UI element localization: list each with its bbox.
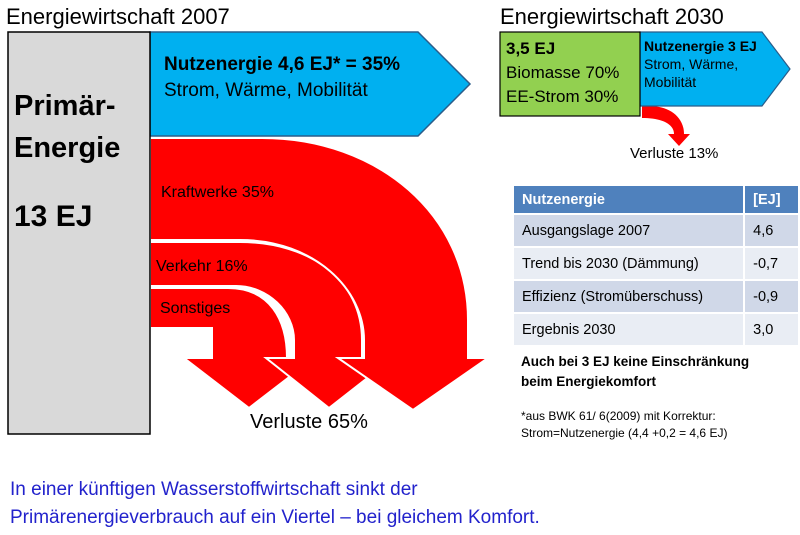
table-cell: Effizienz (Stromüberschuss) [514, 279, 746, 313]
useful-energy-2007-uses: Strom, Wärme, Mobilität [164, 80, 368, 101]
conclusion-line2: Primärenergieverbrauch auf ein Viertel –… [10, 507, 540, 528]
loss-flow-power-plants [149, 137, 492, 412]
table-cell: 4,6 [744, 213, 800, 247]
primary-2030-ee-power: EE-Strom 30% [506, 87, 619, 106]
useful-energy-table: Nutzenergie [EJ] Ausgangslage 2007 4,6 T… [514, 186, 800, 345]
useful-energy-2030-uses-2: Mobilität [644, 74, 697, 90]
primary-2030-amount: 3,5 EJ [506, 39, 556, 58]
flow-label-other: Sonstiges [160, 300, 231, 317]
footnote-line1: *aus BWK 61/ 6(2009) mit Korrektur: [521, 409, 716, 423]
table-row: Effizienz (Stromüberschuss) -0,9 [514, 279, 800, 313]
loss-flow-other [149, 287, 317, 410]
flow-label-power-plants: Kraftwerke 35% [161, 184, 274, 201]
primary-energy-box [7, 31, 151, 435]
table-row: Ergebnis 2030 3,0 [514, 312, 800, 345]
conclusion-line1: In einer künftigen Wasserstoffwirtschaft… [10, 479, 418, 500]
primary-label-line2: Energie [14, 132, 121, 164]
comfort-note-line1: Auch bei 3 EJ keine Einschränkung [521, 354, 750, 369]
losses-2030-label: Verluste 13% [630, 145, 719, 162]
table-row: Ausgangslage 2007 4,6 [514, 213, 800, 247]
footnote-line2: Strom=Nutzenergie (4,4 +0,2 = 4,6 EJ) [521, 426, 728, 440]
table-cell: Trend bis 2030 (Dämmung) [514, 246, 746, 280]
table-cell: Ausgangslage 2007 [514, 213, 746, 247]
table-cell: -0,7 [744, 246, 800, 280]
primary-amount: 13 EJ [14, 200, 93, 233]
title-2030: Energiewirtschaft 2030 [500, 4, 724, 29]
primary-label-line1: Primär- [14, 90, 116, 122]
table-header-cell: Nutzenergie [514, 186, 746, 214]
table-cell: Ergebnis 2030 [514, 312, 746, 345]
table-cell: -0,9 [744, 279, 800, 313]
comfort-note-line2: beim Energiekomfort [521, 374, 657, 389]
loss-flow-2030 [642, 106, 690, 146]
primary-2030-biomass: Biomasse 70% [506, 63, 620, 82]
table-header-row: Nutzenergie [EJ] [514, 186, 800, 214]
table-cell: 3,0 [744, 312, 800, 345]
useful-energy-2030-value: Nutzenergie 3 EJ [644, 38, 757, 54]
useful-energy-2007-value: Nutzenergie 4,6 EJ* = 35% [164, 54, 401, 75]
losses-2007-label: Verluste 65% [250, 411, 368, 433]
title-2007: Energiewirtschaft 2007 [6, 4, 230, 29]
table-row: Trend bis 2030 (Dämmung) -0,7 [514, 246, 800, 280]
useful-energy-2030-uses-1: Strom, Wärme, [644, 56, 739, 72]
flow-label-traffic: Verkehr 16% [156, 258, 248, 275]
primary-energy-box-2030 [499, 31, 641, 117]
table-header-cell: [EJ] [744, 186, 800, 214]
